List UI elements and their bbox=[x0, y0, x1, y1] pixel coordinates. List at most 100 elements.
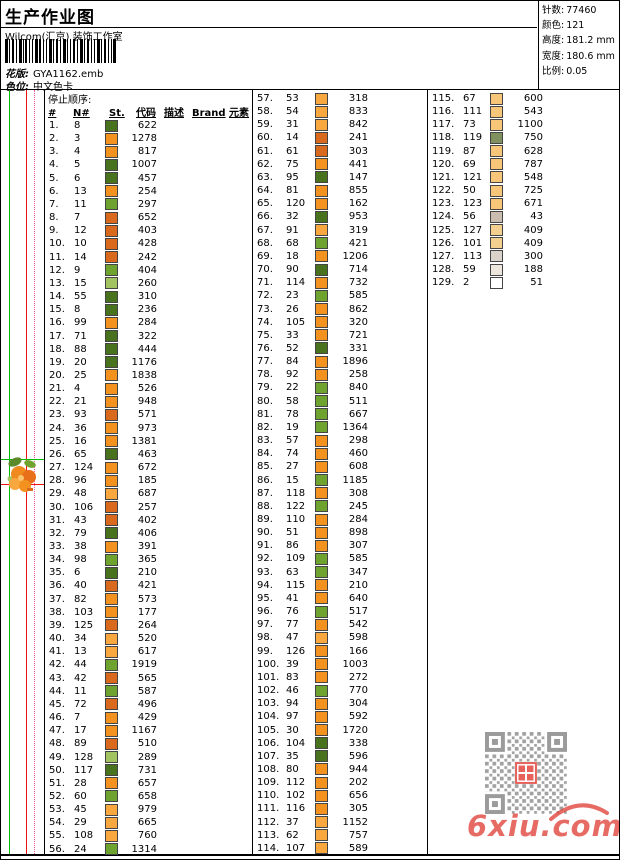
color-row: 69. 18 1206 bbox=[253, 250, 427, 263]
stop-number: 19. bbox=[49, 356, 65, 368]
stop-number: 81. bbox=[257, 408, 273, 420]
color-row: 71. 114 732 bbox=[253, 276, 427, 289]
thread-number: 6 bbox=[74, 172, 81, 184]
color-swatch bbox=[490, 237, 503, 250]
stop-number: 54. bbox=[49, 817, 65, 829]
color-row: 44. 11 587 bbox=[45, 685, 252, 698]
color-swatch bbox=[105, 803, 118, 816]
stop-number: 20. bbox=[49, 369, 65, 381]
color-row: 92. 109 585 bbox=[253, 552, 427, 565]
color-row: 46. 7 429 bbox=[45, 711, 252, 724]
color-swatch bbox=[105, 829, 118, 842]
color-swatch bbox=[105, 672, 118, 685]
stitch-count: 973 bbox=[137, 422, 157, 434]
color-swatch bbox=[105, 408, 118, 421]
stop-number: 92. bbox=[257, 553, 273, 565]
color-swatch bbox=[105, 330, 118, 342]
thread-number: 109 bbox=[286, 553, 306, 565]
color-row: 32. 79 406 bbox=[45, 527, 252, 540]
color-swatch bbox=[315, 645, 328, 658]
color-row: 82. 19 1364 bbox=[253, 421, 427, 434]
thread-number: 7 bbox=[74, 212, 81, 224]
color-row: 6. 13 254 bbox=[45, 185, 252, 198]
color-swatch bbox=[315, 776, 328, 789]
col-header-description: 描述 bbox=[164, 108, 184, 119]
color-swatch bbox=[105, 211, 118, 224]
color-swatch bbox=[105, 843, 118, 856]
stop-number: 22. bbox=[49, 396, 65, 408]
stop-number: 73. bbox=[257, 303, 273, 315]
color-row: 61. 61 303 bbox=[253, 145, 427, 158]
color-row: 123. 123 671 bbox=[428, 197, 618, 210]
stop-number: 11. bbox=[49, 251, 65, 263]
color-swatch bbox=[315, 802, 328, 815]
thread-number: 58 bbox=[286, 395, 299, 407]
stitch-count: 177 bbox=[137, 606, 157, 618]
stitch-count: 307 bbox=[348, 540, 368, 552]
thread-number: 123 bbox=[463, 198, 483, 210]
thread-number: 77 bbox=[286, 619, 299, 631]
stitch-count: 284 bbox=[348, 514, 368, 525]
color-row: 116. 111 543 bbox=[428, 105, 618, 118]
stop-number: 65. bbox=[257, 198, 273, 210]
color-row: 129. 2 51 bbox=[428, 276, 618, 289]
thread-number: 108 bbox=[74, 830, 94, 842]
color-swatch bbox=[490, 92, 503, 105]
color-swatch bbox=[315, 763, 328, 776]
stop-number: 55. bbox=[49, 830, 65, 842]
thread-number: 47 bbox=[286, 632, 299, 644]
stitch-count: 571 bbox=[137, 409, 157, 421]
color-row: 113. 62 757 bbox=[253, 829, 427, 842]
color-swatch bbox=[315, 513, 328, 526]
color-row: 5. 6 457 bbox=[45, 172, 252, 185]
stitch-count: 543 bbox=[523, 106, 543, 118]
stitch-count: 760 bbox=[137, 830, 157, 842]
stitch-count: 770 bbox=[348, 685, 368, 697]
thread-number: 27 bbox=[286, 461, 299, 473]
stop-number: 47. bbox=[49, 725, 65, 737]
color-swatch bbox=[315, 276, 328, 289]
stop-number: 115. bbox=[432, 93, 455, 104]
color-row: 8. 7 652 bbox=[45, 211, 252, 224]
stop-number: 105. bbox=[257, 724, 280, 736]
page-title: 生产作业图 bbox=[1, 1, 537, 28]
thread-number: 101 bbox=[463, 237, 483, 249]
color-swatch bbox=[105, 343, 118, 356]
color-swatch bbox=[105, 119, 118, 132]
stop-number: 68. bbox=[257, 237, 273, 249]
stop-number: 6. bbox=[49, 185, 59, 197]
color-swatch bbox=[490, 118, 503, 131]
thread-number: 115 bbox=[286, 579, 306, 591]
thread-number: 68 bbox=[286, 237, 299, 249]
stop-number: 79. bbox=[257, 382, 273, 394]
color-swatch bbox=[490, 263, 503, 276]
stitch-count: 520 bbox=[137, 633, 157, 645]
stitch-count: 409 bbox=[523, 224, 543, 236]
color-row: 42. 44 1919 bbox=[45, 658, 252, 671]
stop-number: 18. bbox=[49, 343, 65, 355]
stop-number: 40. bbox=[49, 633, 65, 645]
color-swatch bbox=[105, 290, 118, 303]
stop-number: 128. bbox=[432, 264, 455, 276]
stitch-count: 617 bbox=[137, 646, 157, 658]
stitch-count: 721 bbox=[348, 329, 368, 341]
color-swatch bbox=[105, 145, 118, 158]
stop-number: 26. bbox=[49, 448, 65, 460]
thread-number: 15 bbox=[286, 474, 299, 486]
thread-number: 65 bbox=[74, 448, 87, 460]
stop-number: 89. bbox=[257, 514, 273, 525]
stitch-count: 210 bbox=[137, 567, 157, 579]
stop-number: 24. bbox=[49, 422, 65, 434]
color-row: 1. 8 622 bbox=[45, 119, 252, 132]
thread-number: 89 bbox=[74, 738, 87, 750]
color-row: 31. 43 402 bbox=[45, 514, 252, 527]
thread-number: 86 bbox=[286, 540, 299, 552]
color-row: 34. 98 365 bbox=[45, 553, 252, 566]
thread-number: 4 bbox=[74, 383, 81, 395]
color-row: 102. 46 770 bbox=[253, 684, 427, 697]
stop-number: 10. bbox=[49, 238, 65, 250]
color-swatch bbox=[490, 276, 503, 289]
stop-number: 33. bbox=[49, 541, 65, 552]
stop-number: 27. bbox=[49, 462, 65, 474]
stop-number: 32. bbox=[49, 527, 65, 539]
